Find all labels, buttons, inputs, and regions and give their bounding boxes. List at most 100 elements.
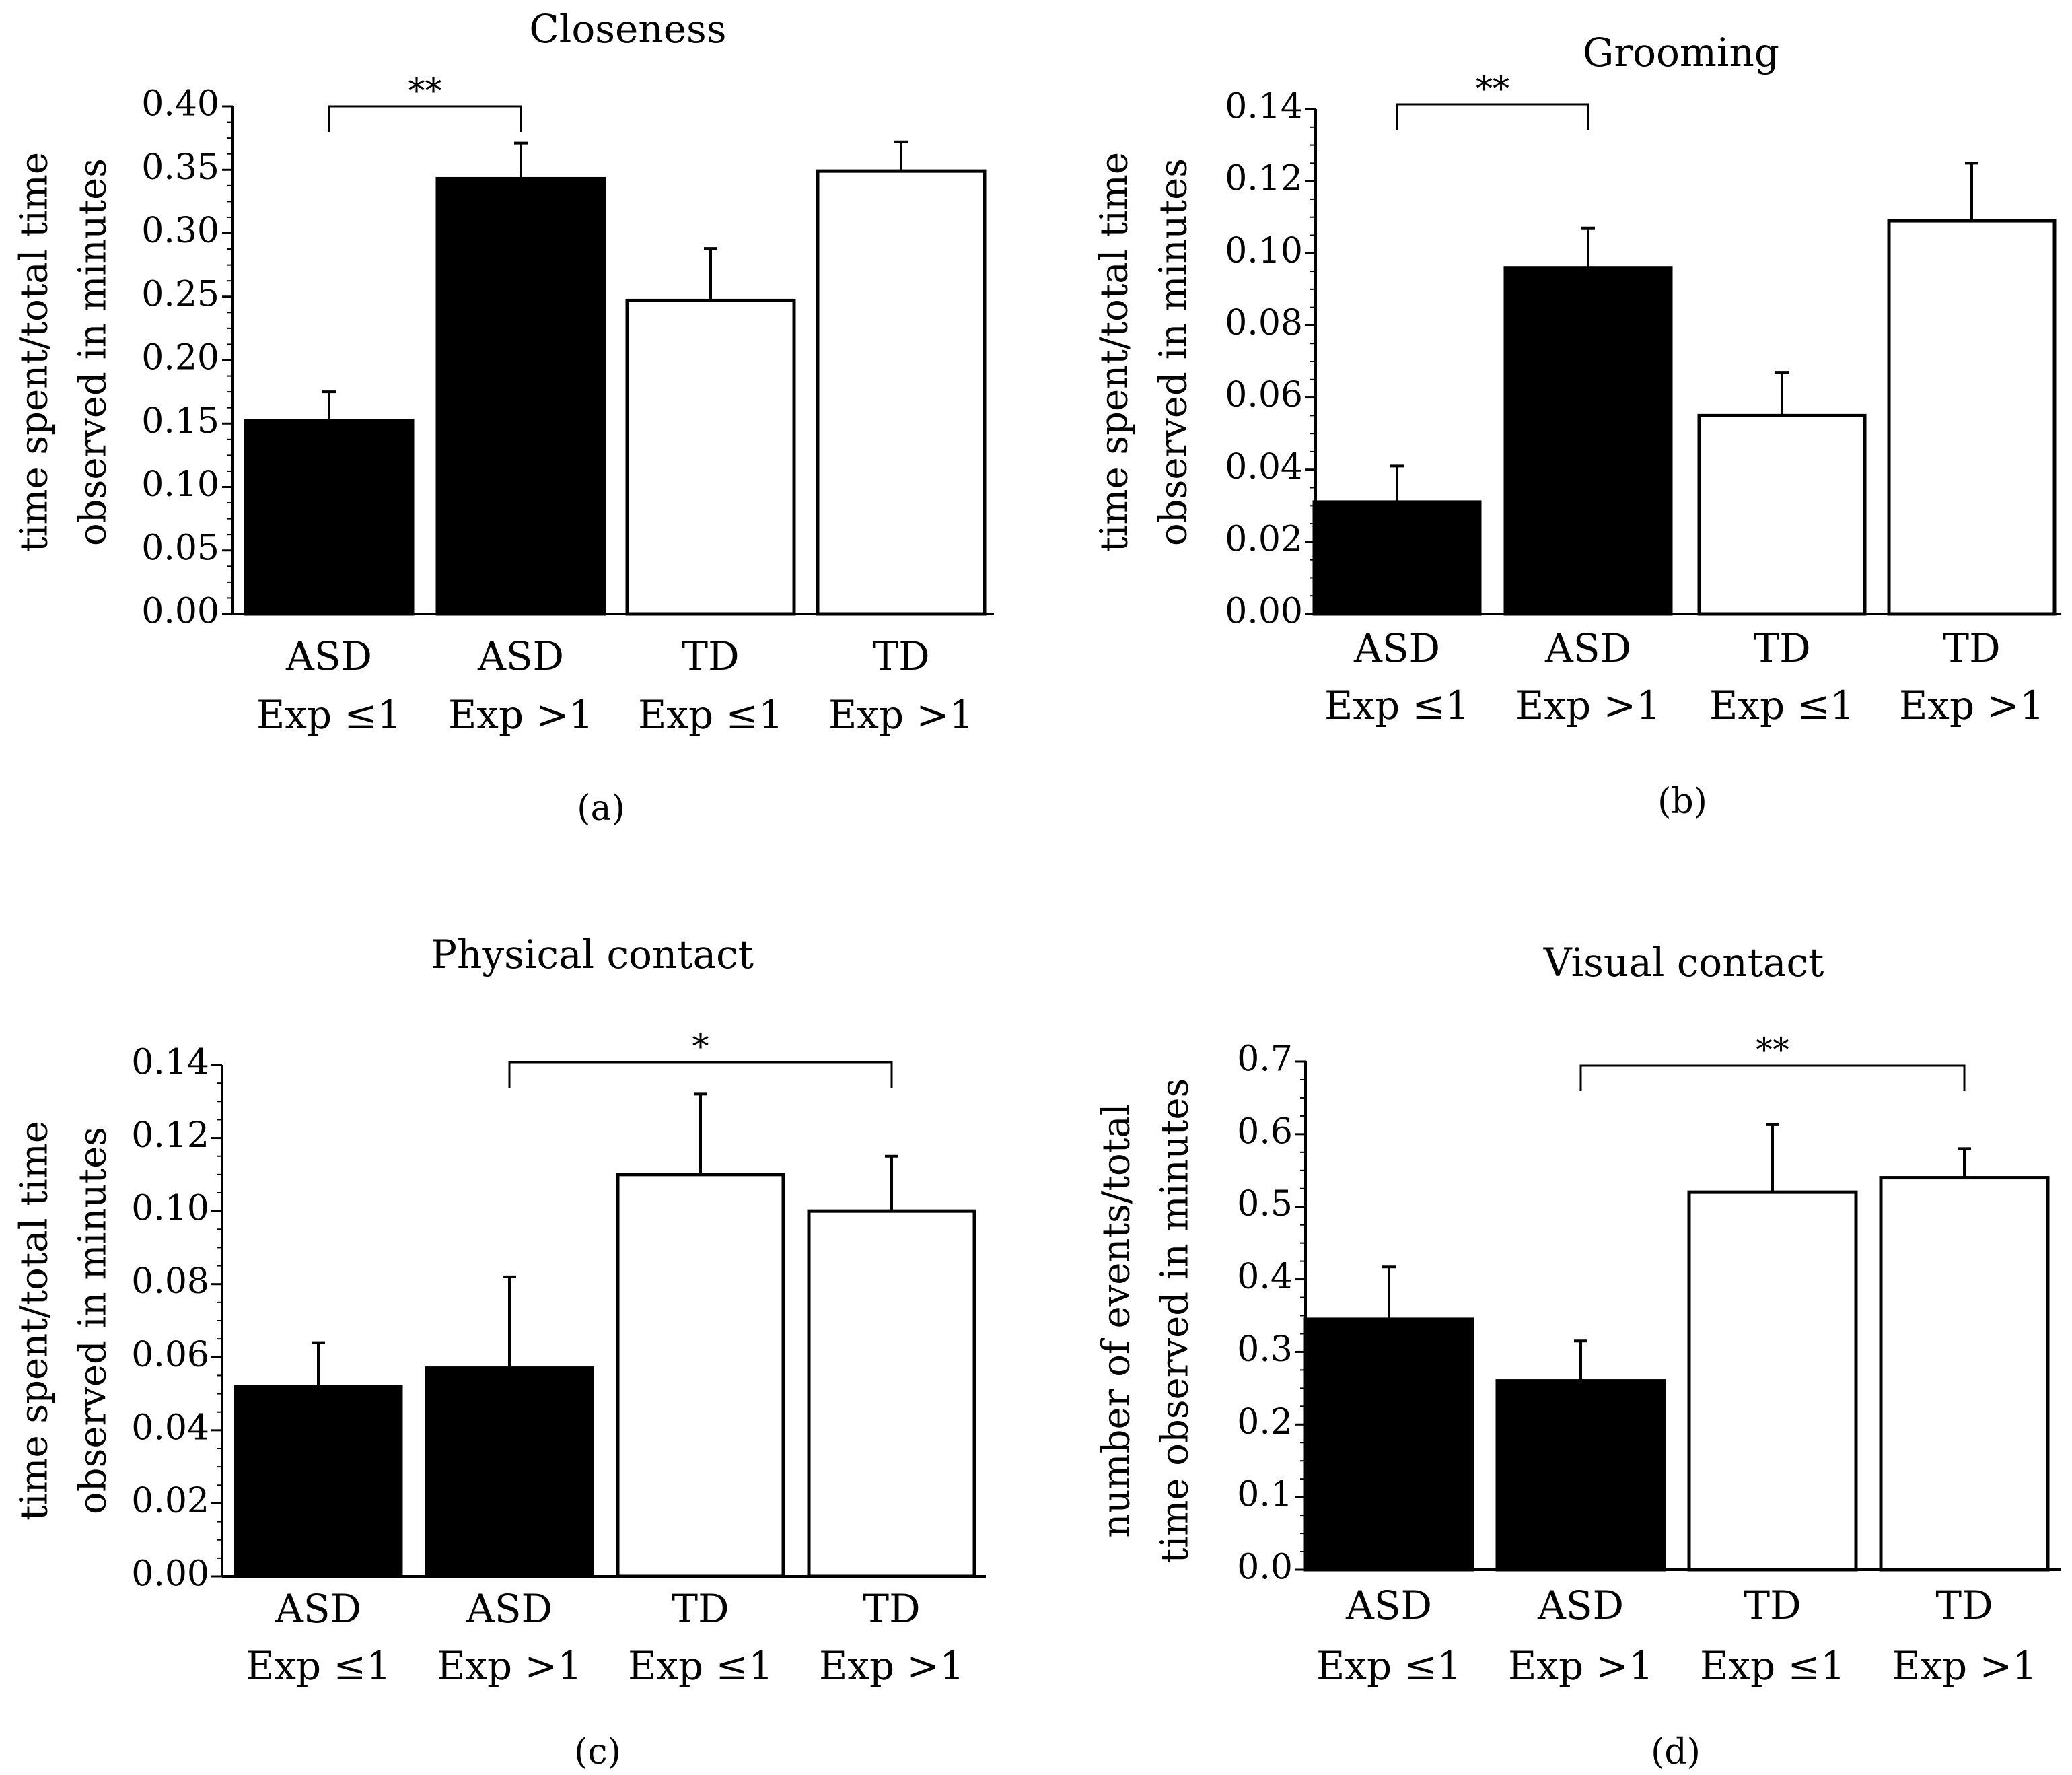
y-tick-label: 0.00 [131,1554,209,1595]
y-tick-label: 0.7 [1237,1039,1293,1080]
bar-1 [244,419,415,616]
category-label-group: ASD [1345,1582,1432,1628]
category-label-group: ASD [1537,1582,1624,1628]
category-label-group: ASD [1353,625,1440,671]
category-label-exp: Exp >1 [1899,683,2044,728]
y-tick-label: 0.6 [1237,1111,1293,1152]
category-label-group: TD [1943,625,2000,671]
y-tick-label: 0.0 [1237,1547,1293,1588]
bar-3 [616,1173,785,1578]
bar-2 [425,1366,594,1578]
category-label-exp: Exp ≤1 [1709,683,1855,728]
category-label-exp: Exp ≤1 [246,1643,391,1689]
bar-2 [435,176,606,616]
y-axis-label: observed in minutes [71,1127,115,1515]
category-label-group: TD [672,1586,729,1632]
chart-title: Visual contact [1543,940,1824,985]
panel-label: (c) [574,1732,621,1772]
category-label-group: TD [1753,625,1810,671]
y-tick-label: 0.02 [1225,519,1303,559]
category-label-group: TD [1744,1582,1801,1628]
significance-bracket [1396,103,1589,130]
bar-4 [1879,1176,2050,1572]
chart-panel-1: Closeness time spent/total time observed i… [13,6,994,829]
y-tick-label: 0.12 [1225,159,1303,199]
bar-4 [807,1209,976,1578]
y-tick-label: 0.04 [131,1407,209,1448]
y-axis-label: observed in minutes [1152,158,1196,546]
y-tick-label: 0.14 [131,1043,209,1083]
y-tick-label: 0.30 [141,211,219,251]
y-tick-label: 0.05 [141,528,219,568]
y-tick-label: 0.00 [1225,592,1303,632]
bar-3 [625,298,796,616]
bar-3 [1697,413,1867,616]
category-label-group: ASD [285,633,372,679]
category-label-group: TD [872,633,929,679]
category-label-exp: Exp >1 [1892,1643,2037,1689]
significance-label: * [692,1027,709,1066]
significance-bracket [328,105,522,132]
y-tick-label: 0.06 [1225,375,1303,415]
panel-label: (a) [577,788,625,829]
significance-label: ** [1756,1031,1789,1070]
y-tick-label: 0.08 [1225,303,1303,343]
significance-label: ** [1476,69,1509,108]
y-axis-label: time spent/total time [1093,152,1137,552]
y-tick-label: 0.3 [1237,1329,1293,1370]
y-axis-label: time spent/total time [13,1121,57,1521]
category-label-exp: Exp >1 [437,1643,582,1689]
chart-panel-4: Visual contact number of events/total time… [1095,940,2061,1772]
category-label-exp: Exp >1 [1508,1643,1653,1689]
bar-1 [234,1385,403,1578]
y-tick-label: 0.10 [131,1189,209,1229]
y-tick-label: 0.20 [141,338,219,378]
chart-title: Closeness [529,6,726,52]
panel-label: (d) [1651,1732,1701,1772]
category-label-group: TD [682,633,739,679]
category-label-exp: Exp >1 [1515,683,1661,728]
category-label-group: ASD [275,1586,361,1632]
bar-1 [1303,1317,1474,1572]
y-tick-label: 0.35 [141,147,219,188]
bar-4 [1887,219,2057,616]
significance-label: ** [408,71,442,110]
y-tick-label: 0.1 [1237,1475,1293,1515]
category-label-exp: Exp ≤1 [256,692,402,738]
category-label-exp: Exp ≤1 [1324,683,1470,728]
y-tick-label: 0.25 [141,274,219,314]
category-label-group: ASD [477,633,564,679]
category-label-exp: Exp ≤1 [1700,1643,1845,1689]
y-tick-label: 0.4 [1237,1257,1293,1297]
y-tick-label: 0.12 [131,1115,209,1156]
category-label-exp: Exp >1 [828,692,974,738]
category-label-exp: Exp >1 [819,1643,964,1689]
category-label-group: ASD [1544,625,1631,671]
bar-2 [1503,266,1673,616]
panel-label: (b) [1657,781,1707,822]
y-tick-label: 0.06 [131,1335,209,1375]
category-label-group: TD [1935,1582,1993,1628]
chart-title: Physical contact [431,932,754,977]
bar-4 [816,169,987,616]
y-axis-label: observed in minutes [71,158,115,546]
bar-1 [1312,500,1482,616]
y-axis-label: number of events/total [1095,1103,1139,1537]
significance-bracket [1579,1064,1966,1091]
y-tick-label: 0.08 [131,1261,209,1302]
y-axis-label: time observed in minutes [1153,1078,1197,1563]
y-tick-label: 0.40 [141,84,219,125]
category-label-group: TD [863,1586,920,1632]
y-tick-label: 0.15 [141,401,219,442]
significance-bracket [508,1061,893,1088]
chart-panel-2: Grooming time spent/total time observed in… [1093,30,2061,822]
category-label-exp: Exp >1 [448,692,594,738]
y-tick-label: 0.5 [1237,1184,1293,1224]
category-label-group: ASD [466,1586,552,1632]
y-tick-label: 0.02 [131,1481,209,1521]
y-tick-label: 0.2 [1237,1402,1293,1442]
chart-panel-3: Physical contact time spent/total time obs… [13,932,986,1772]
chart-title: Grooming [1583,30,1779,75]
category-label-exp: Exp ≤1 [628,1643,773,1689]
